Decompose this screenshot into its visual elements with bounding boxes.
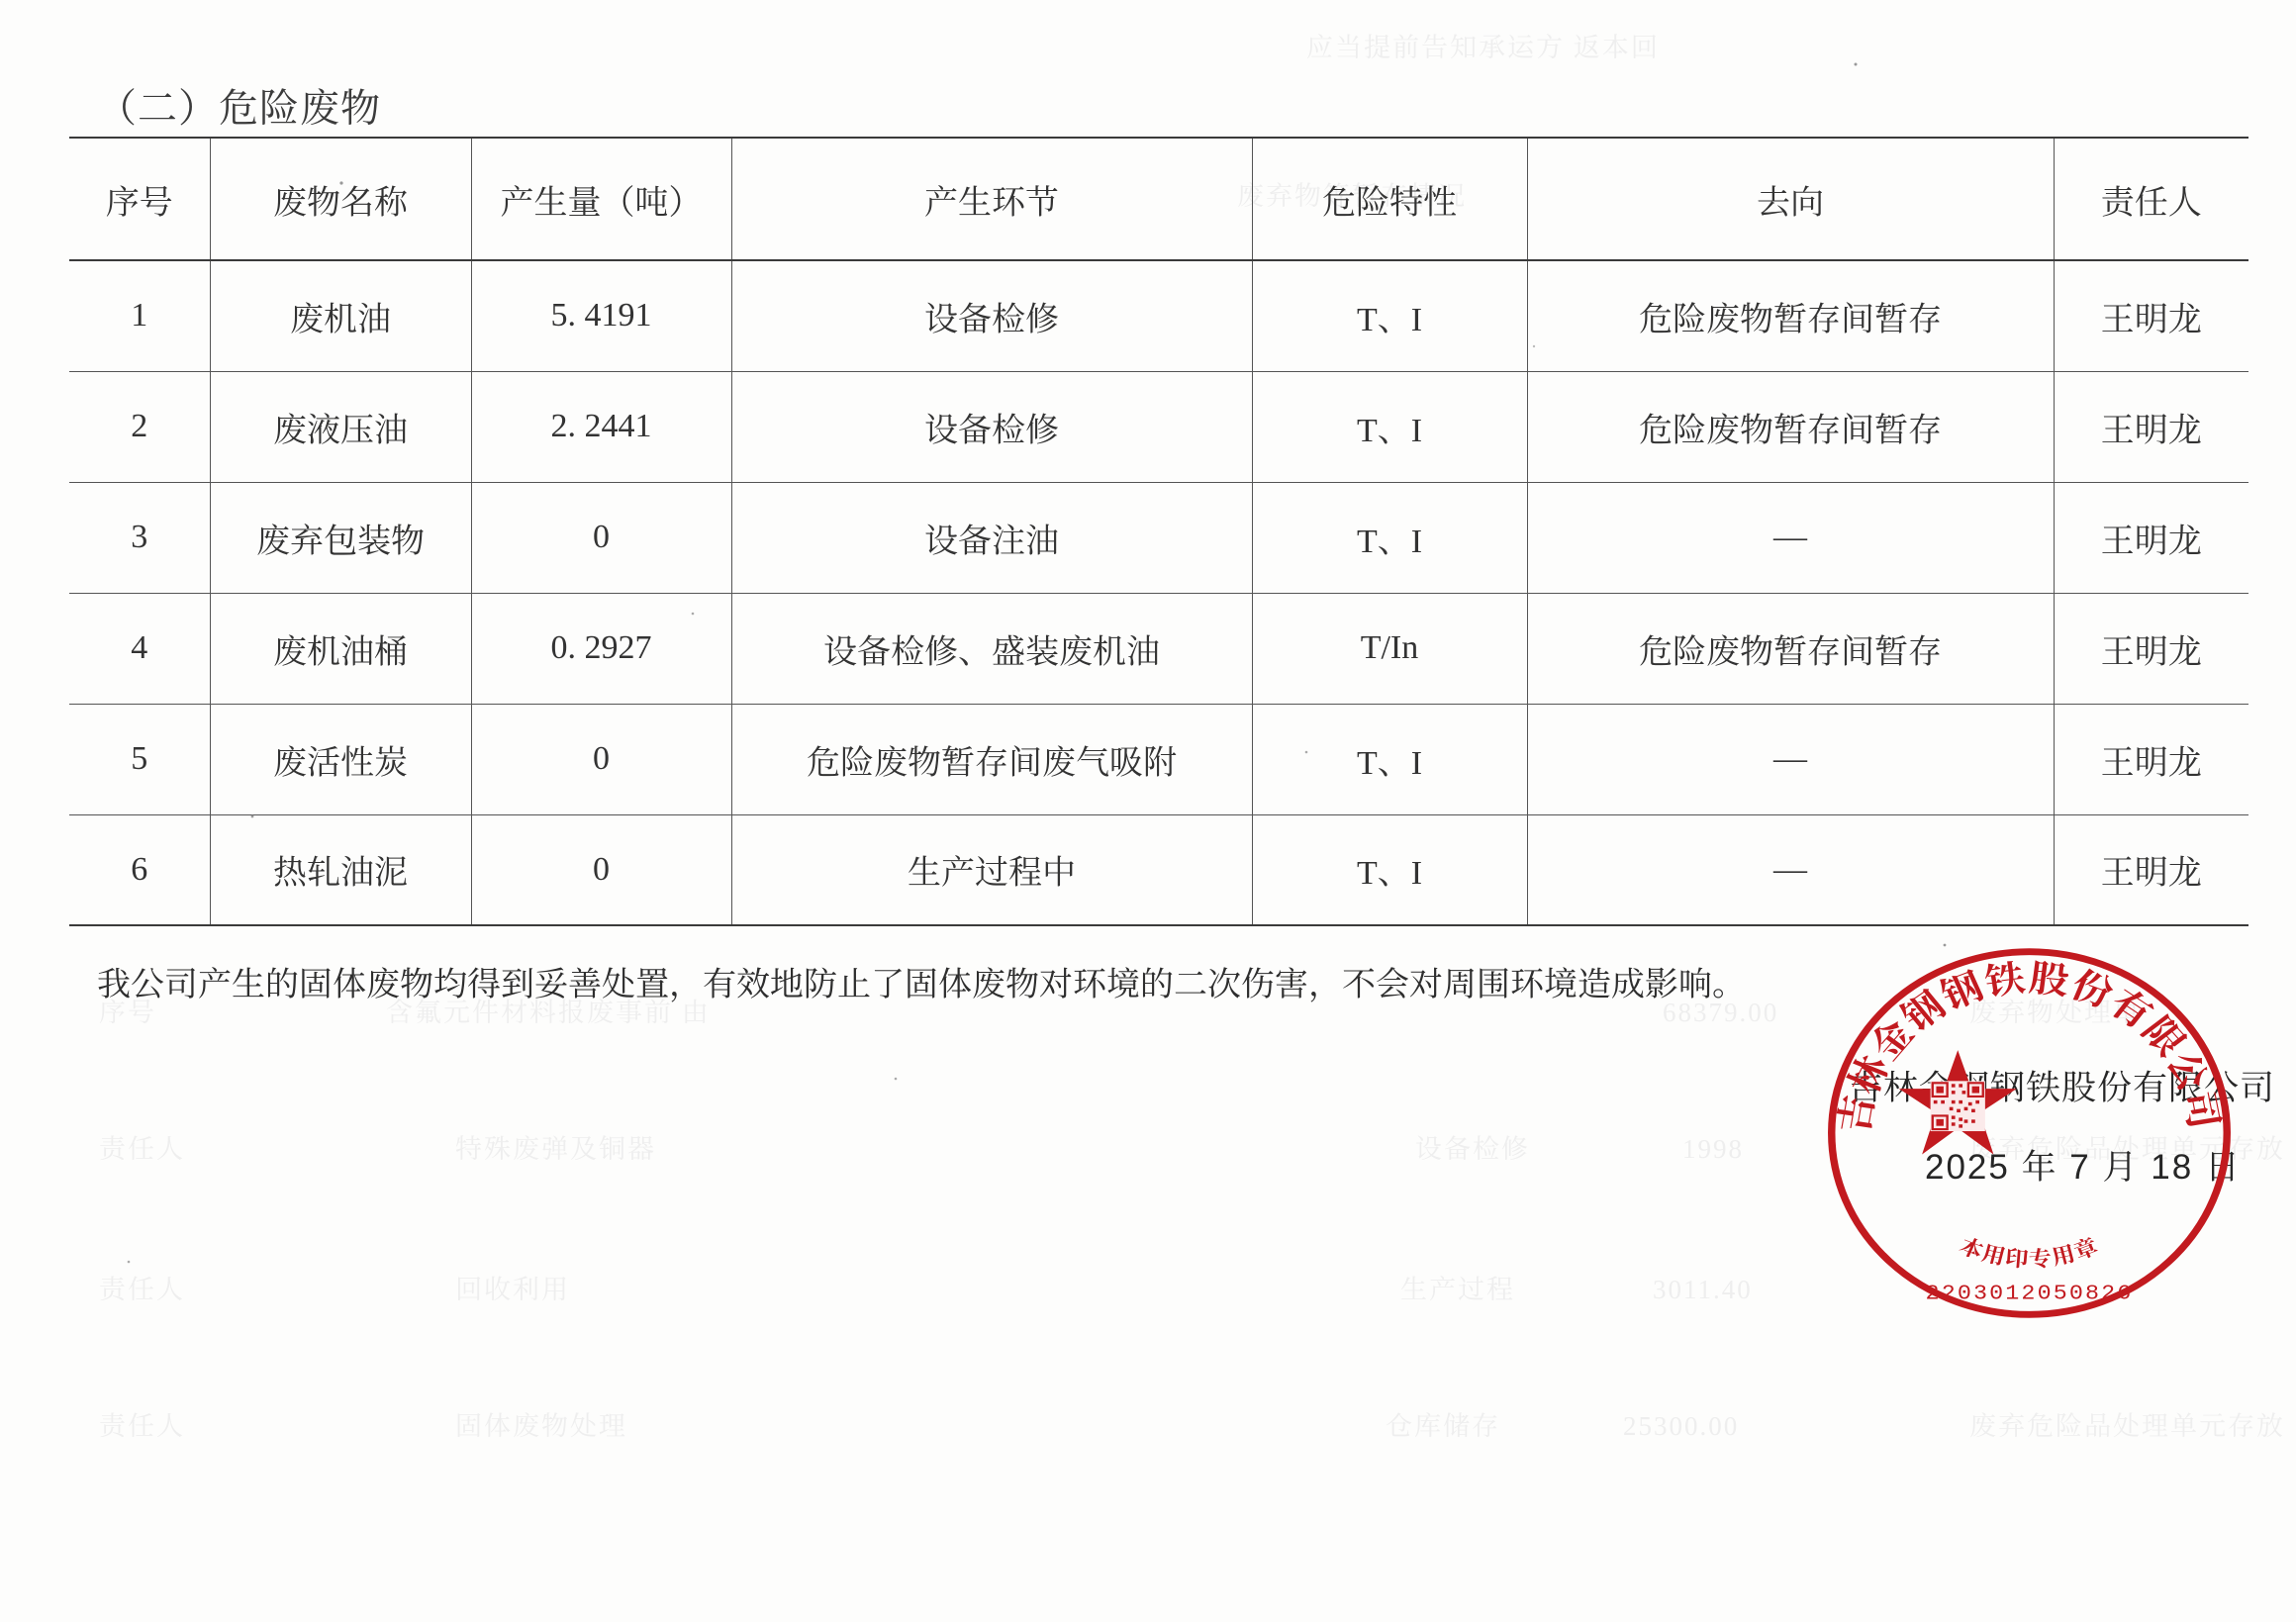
svg-text:吉林金钢钢铁股份有限公司: 吉林金钢钢铁股份有限公司 <box>1833 958 2226 1135</box>
svg-text:2203012050826: 2203012050826 <box>1926 1282 2134 1306</box>
svg-text:本用印专用章: 本用印专用章 <box>1956 1234 2103 1272</box>
